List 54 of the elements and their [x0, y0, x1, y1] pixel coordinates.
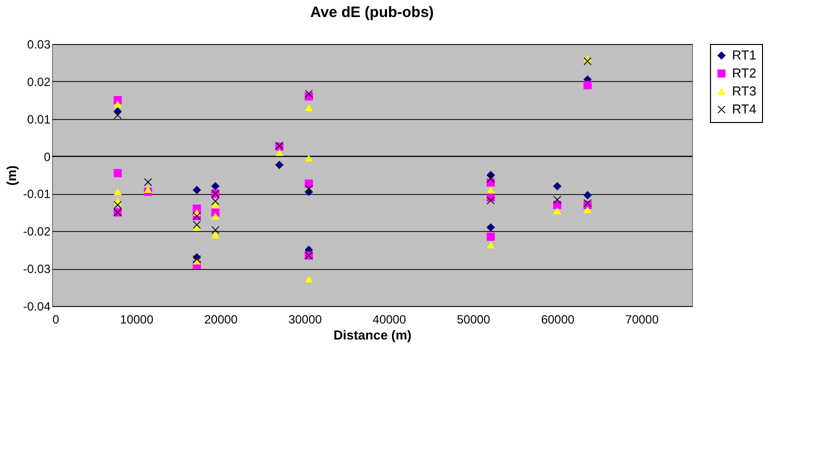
y-tick-label: -0.01 [23, 187, 51, 202]
point [584, 206, 592, 214]
point [192, 186, 202, 194]
x-tick-label: 40000 [372, 312, 406, 326]
point [114, 169, 122, 178]
legend-label: RT2 [732, 66, 756, 80]
point [553, 207, 562, 214]
point [583, 191, 592, 200]
x-tick-label: 30000 [288, 312, 322, 326]
legend-label: RT4 [732, 102, 756, 116]
point [304, 184, 313, 193]
x-tick-label: 20000 [204, 312, 238, 326]
legend-label: RT3 [732, 84, 756, 98]
point [211, 201, 220, 208]
point [304, 154, 313, 162]
point [304, 276, 313, 282]
y-tick-label: 0.02 [27, 74, 51, 89]
point [275, 160, 284, 170]
y-tick-label: -0.02 [23, 224, 51, 239]
y-tick-label: -0.03 [23, 262, 51, 276]
y-tick-label: 0.01 [27, 112, 51, 126]
point [211, 197, 220, 206]
point [114, 188, 122, 196]
x-tick-label: 60000 [541, 312, 575, 326]
x-tick-label: 10000 [120, 312, 154, 326]
y-tick-label: -0.04 [23, 300, 51, 314]
point [211, 212, 220, 220]
point [211, 182, 220, 190]
point [211, 231, 220, 238]
point [486, 242, 495, 248]
point [486, 232, 495, 241]
point [275, 149, 284, 156]
y-tick-label: 0 [44, 150, 51, 164]
point [584, 199, 592, 207]
point [114, 111, 122, 119]
x-axis-title: Distance (m) [333, 328, 412, 342]
point [192, 220, 201, 229]
chart-title: Ave dE (pub-obs) [310, 4, 434, 21]
point [553, 196, 562, 204]
y-tick-label: 0.03 [27, 38, 51, 52]
point [583, 81, 592, 90]
x-tick-label: 0 [52, 312, 60, 326]
point [486, 186, 495, 194]
point [486, 223, 495, 232]
point [553, 182, 562, 190]
point [144, 186, 152, 194]
point [304, 104, 313, 112]
point [304, 90, 313, 98]
point [486, 174, 495, 183]
y-axis-title: (m) [4, 165, 20, 186]
x-tick-label: 50000 [456, 312, 491, 326]
legend-label: RT1 [732, 48, 756, 62]
x-tick-label: 70000 [625, 312, 659, 326]
point [114, 100, 122, 108]
